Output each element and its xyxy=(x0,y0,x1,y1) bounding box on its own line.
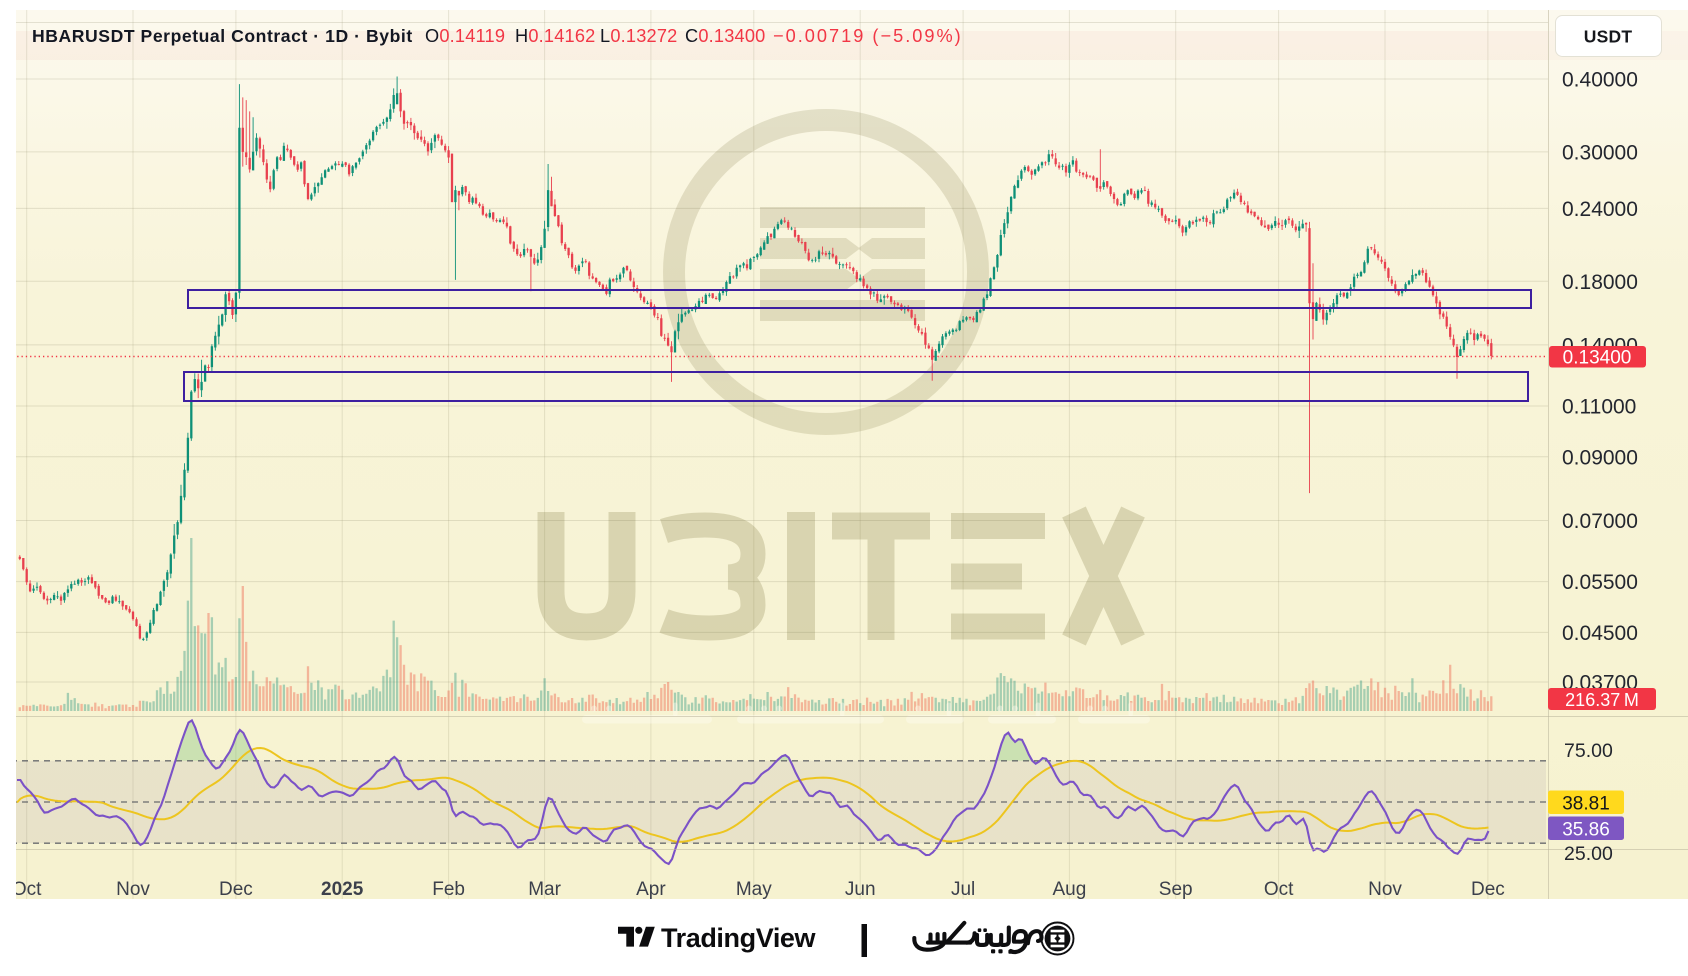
svg-text:HBARUSDT Perpetual Contract ·: HBARUSDT Perpetual Contract · 1D · Bybit xyxy=(32,26,413,46)
svg-text:0.07000: 0.07000 xyxy=(1562,510,1638,533)
svg-text:0.24000: 0.24000 xyxy=(1562,198,1638,221)
svg-text:TradingView: TradingView xyxy=(661,923,817,953)
svg-text:38.81: 38.81 xyxy=(1562,794,1610,815)
svg-text:Nov: Nov xyxy=(116,879,150,900)
svg-text:Jun: Jun xyxy=(845,879,876,900)
svg-text:0.04500: 0.04500 xyxy=(1562,622,1638,645)
svg-text:75.00: 75.00 xyxy=(1564,740,1613,762)
svg-text:0.05500: 0.05500 xyxy=(1562,571,1638,594)
svg-text:0.09000: 0.09000 xyxy=(1562,446,1638,469)
svg-text:0.30000: 0.30000 xyxy=(1562,141,1638,164)
svg-text:35.86: 35.86 xyxy=(1562,820,1610,841)
svg-text:Aug: Aug xyxy=(1052,879,1086,900)
svg-text:Dec: Dec xyxy=(219,879,253,900)
svg-text:2025: 2025 xyxy=(321,879,364,900)
svg-text:USDT: USDT xyxy=(1584,27,1633,47)
svg-text:Nov: Nov xyxy=(1368,879,1402,900)
svg-text:Sep: Sep xyxy=(1159,879,1193,900)
svg-text:Apr: Apr xyxy=(636,879,666,900)
svg-text:May: May xyxy=(736,879,772,900)
svg-text:0.13400: 0.13400 xyxy=(1563,348,1632,369)
svg-text:0.40000: 0.40000 xyxy=(1562,69,1638,92)
svg-text:Jul: Jul xyxy=(951,879,975,900)
svg-text:Oct: Oct xyxy=(1264,879,1294,900)
svg-text:Feb: Feb xyxy=(432,879,465,900)
svg-text:0.11000: 0.11000 xyxy=(1562,396,1636,419)
svg-text:Oct: Oct xyxy=(12,879,42,900)
svg-text:Mar: Mar xyxy=(528,879,561,900)
svg-text:25.00: 25.00 xyxy=(1564,843,1613,865)
svg-text:Dec: Dec xyxy=(1471,879,1505,900)
svg-text:0.18000: 0.18000 xyxy=(1562,271,1638,294)
svg-text:216.37 M: 216.37 M xyxy=(1565,690,1639,710)
